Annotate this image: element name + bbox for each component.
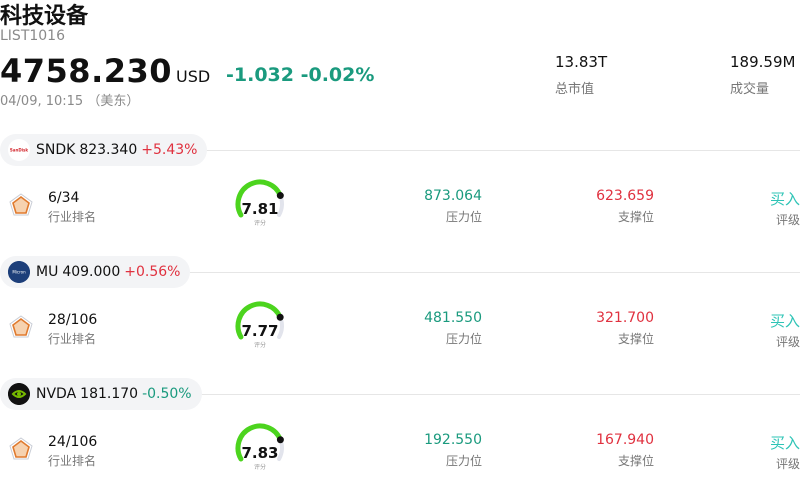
score-value: 7.83 bbox=[241, 444, 279, 462]
support-label: 支撑位 bbox=[617, 332, 654, 346]
rank-pentagon-icon bbox=[9, 315, 33, 338]
resistance-label: 压力位 bbox=[445, 454, 482, 468]
resistance-value: 481.550 bbox=[424, 310, 482, 326]
rating-value[interactable]: 买入 bbox=[769, 434, 800, 452]
stock-change: -0.50% bbox=[142, 386, 192, 402]
resistance-label: 压力位 bbox=[445, 210, 482, 224]
page-title: 科技设备 bbox=[0, 4, 89, 29]
row-divider bbox=[190, 272, 800, 273]
industry-rank-label: 行业排名 bbox=[48, 332, 97, 346]
stock-change: +5.43% bbox=[141, 142, 198, 158]
score-value: 7.77 bbox=[241, 322, 279, 340]
resistance-value: 192.550 bbox=[424, 432, 482, 448]
row-divider bbox=[190, 150, 800, 151]
rating-label: 评级 bbox=[775, 335, 800, 349]
index-change: -1.032 -0.02% bbox=[226, 64, 375, 86]
stock-symbol: NVDA bbox=[36, 386, 77, 402]
index-price: 4758.230 bbox=[0, 52, 173, 90]
market-cap-label: 总市值 bbox=[555, 82, 595, 97]
score-gauge bbox=[235, 179, 284, 218]
volume-label: 成交量 bbox=[730, 82, 770, 97]
row-divider bbox=[190, 394, 800, 395]
gauge-fill bbox=[235, 423, 283, 462]
rating-label: 评级 bbox=[775, 213, 800, 227]
stock-change: +0.56% bbox=[124, 264, 181, 280]
rating-label: 评级 bbox=[775, 457, 800, 471]
support-value: 321.700 bbox=[596, 310, 654, 326]
stock-symbol: MU bbox=[36, 264, 59, 280]
score-gauge bbox=[235, 423, 284, 462]
resistance-label: 压力位 bbox=[445, 332, 482, 346]
gauge-marker bbox=[276, 436, 284, 444]
stock-price: 181.170 bbox=[80, 386, 139, 402]
market-cap-value: 13.83T bbox=[555, 53, 608, 71]
stock-price: 823.340 bbox=[79, 142, 138, 158]
rank-pentagon-icon bbox=[9, 193, 33, 216]
score-label: 评分 bbox=[253, 342, 266, 349]
stock-symbol: SNDK bbox=[36, 142, 76, 158]
rating-value[interactable]: 买入 bbox=[769, 312, 800, 330]
svg-text:SanDisk: SanDisk bbox=[10, 148, 29, 153]
support-value: 623.659 bbox=[596, 188, 654, 204]
nvidia-logo-icon bbox=[8, 383, 30, 405]
industry-rank-value: 6/34 bbox=[48, 190, 80, 206]
sandisk-logo-icon: SanDisk bbox=[8, 139, 30, 161]
support-value: 167.940 bbox=[596, 432, 654, 448]
gauge-fill bbox=[235, 301, 283, 340]
rank-pentagon-icon bbox=[9, 437, 33, 460]
industry-rank-value: 28/106 bbox=[48, 312, 98, 328]
score-value: 7.81 bbox=[241, 200, 279, 218]
rating-value[interactable]: 买入 bbox=[769, 190, 800, 208]
stock-price: 409.000 bbox=[62, 264, 121, 280]
stock-pill-sndk[interactable]: SanDisk SNDK 823.340 +5.43% bbox=[0, 134, 208, 166]
score-label: 评分 bbox=[253, 220, 266, 227]
score-label: 评分 bbox=[253, 464, 266, 471]
currency: USD bbox=[176, 67, 211, 86]
micron-logo-icon: Micron bbox=[8, 261, 30, 283]
industry-rank-label: 行业排名 bbox=[48, 210, 97, 224]
gauge-marker bbox=[276, 192, 284, 200]
support-label: 支撑位 bbox=[617, 210, 654, 224]
gauge-fill bbox=[235, 179, 283, 218]
score-gauge bbox=[235, 301, 284, 340]
index-code: LIST1016 bbox=[0, 28, 65, 44]
stock-pill-mu[interactable]: Micron MU 409.000 +0.56% bbox=[0, 256, 191, 288]
svg-text:Micron: Micron bbox=[12, 270, 26, 275]
support-label: 支撑位 bbox=[617, 454, 654, 468]
resistance-value: 873.064 bbox=[424, 188, 482, 204]
stock-pill-nvda[interactable]: NVDA 181.170 -0.50% bbox=[0, 378, 202, 410]
volume-value: 189.59M bbox=[730, 53, 796, 71]
industry-rank-label: 行业排名 bbox=[48, 454, 97, 468]
industry-rank-value: 24/106 bbox=[48, 434, 98, 450]
quote-time: 04/09, 10:15 （美东） bbox=[0, 94, 140, 109]
gauge-marker bbox=[276, 313, 284, 321]
